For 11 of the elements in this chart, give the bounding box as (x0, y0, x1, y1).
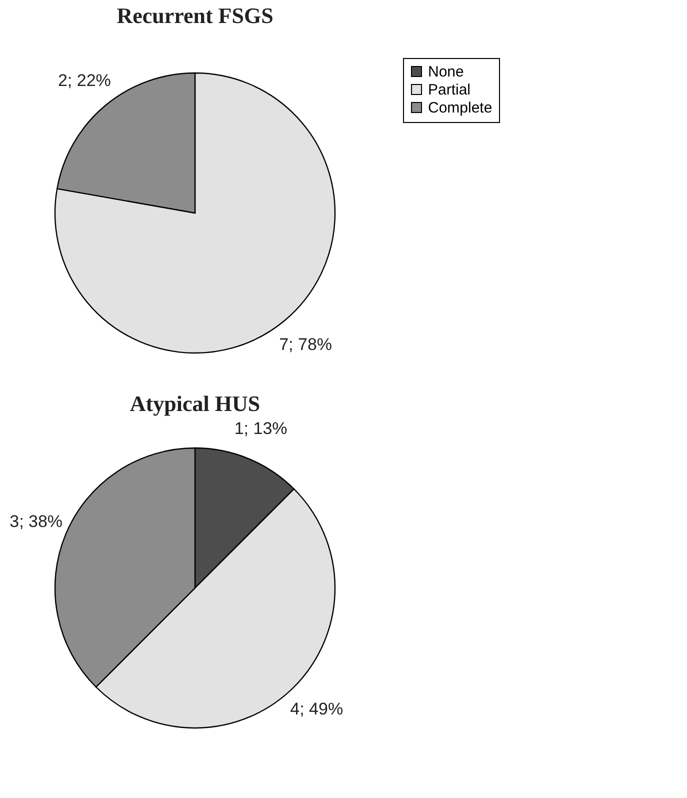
data-label: 7; 78% (279, 334, 332, 354)
chart-title: Atypical HUS (130, 391, 260, 416)
legend-label: Complete (428, 100, 492, 116)
chart-title: Recurrent FSGS (116, 3, 274, 28)
legend-label: None (428, 64, 464, 80)
data-label: 1; 13% (234, 419, 288, 438)
data-label: 2; 22% (58, 71, 111, 90)
data-label: 3; 38% (10, 512, 63, 532)
data-label: 4; 49% (290, 700, 344, 719)
pie-slice (54, 72, 336, 354)
legend-label: Partial (428, 82, 471, 98)
